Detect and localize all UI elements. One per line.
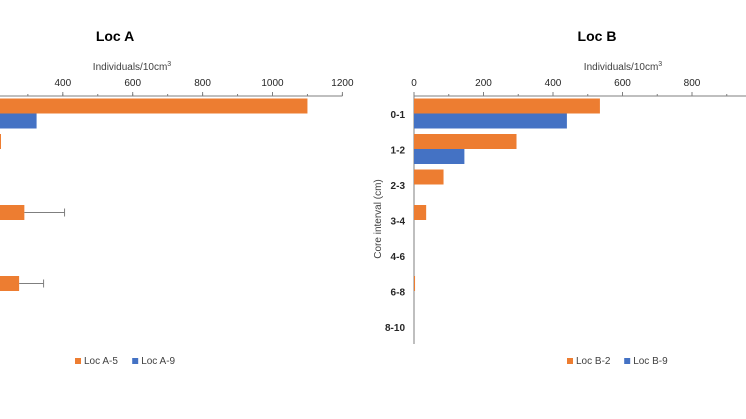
a-legend-swatch xyxy=(132,358,139,364)
a-bar xyxy=(0,113,37,129)
b-category-label: 6-8 xyxy=(391,287,406,298)
a-tick-label: 800 xyxy=(194,78,211,89)
b-bar xyxy=(414,169,444,185)
a-legend-label: Loc A-9 xyxy=(141,356,175,367)
b-category-label: 8-10 xyxy=(385,323,405,334)
chart-b-y-axis-label: Core interval (cm) xyxy=(373,179,384,258)
b-legend-swatch xyxy=(567,358,573,364)
b-bar xyxy=(414,113,567,129)
b-category-label: 3-4 xyxy=(391,216,406,227)
chart-a-title: Loc A xyxy=(96,28,134,44)
a-bar xyxy=(0,205,25,220)
a-tick-label: 1200 xyxy=(331,78,354,89)
b-legend-swatch xyxy=(624,358,631,364)
chart-loc-b: Loc B Individuals/10cm3 Core interval (c… xyxy=(373,28,746,367)
chart-b-x-axis-label: Individuals/10cm3 xyxy=(584,61,662,73)
b-tick-label: 600 xyxy=(614,78,631,89)
chart-b-title: Loc B xyxy=(578,28,617,44)
a-legend-swatch xyxy=(75,358,81,364)
a-legend-label: Loc A-5 xyxy=(84,356,118,367)
b-category-label: 1-2 xyxy=(391,145,406,156)
b-tick-label: 0 xyxy=(411,78,417,89)
b-tick-label: 800 xyxy=(684,78,701,89)
a-bar xyxy=(0,98,308,114)
a-tick-label: 400 xyxy=(54,78,71,89)
b-tick-label: 200 xyxy=(475,78,492,89)
a-tick-label: 1000 xyxy=(261,78,284,89)
b-legend-label: Loc B-2 xyxy=(576,356,611,367)
b-bar xyxy=(414,276,416,291)
b-category-label: 0-1 xyxy=(391,110,406,121)
b-bar xyxy=(414,205,427,220)
b-category-label: 2-3 xyxy=(391,181,406,192)
b-bar xyxy=(414,98,600,114)
chart-loc-a: Loc A Individuals/10cm3 400 600 800 1000 120… xyxy=(0,28,354,367)
a-bar xyxy=(0,276,20,291)
b-legend-label: Loc B-9 xyxy=(633,356,668,367)
chart-a-x-axis-label: Individuals/10cm3 xyxy=(93,61,171,73)
b-bar xyxy=(414,134,517,149)
a-tick-label: 600 xyxy=(124,78,141,89)
b-tick-label: 400 xyxy=(545,78,562,89)
b-category-label: 4-6 xyxy=(391,252,406,263)
b-bar xyxy=(414,149,465,164)
a-bar xyxy=(0,134,1,149)
